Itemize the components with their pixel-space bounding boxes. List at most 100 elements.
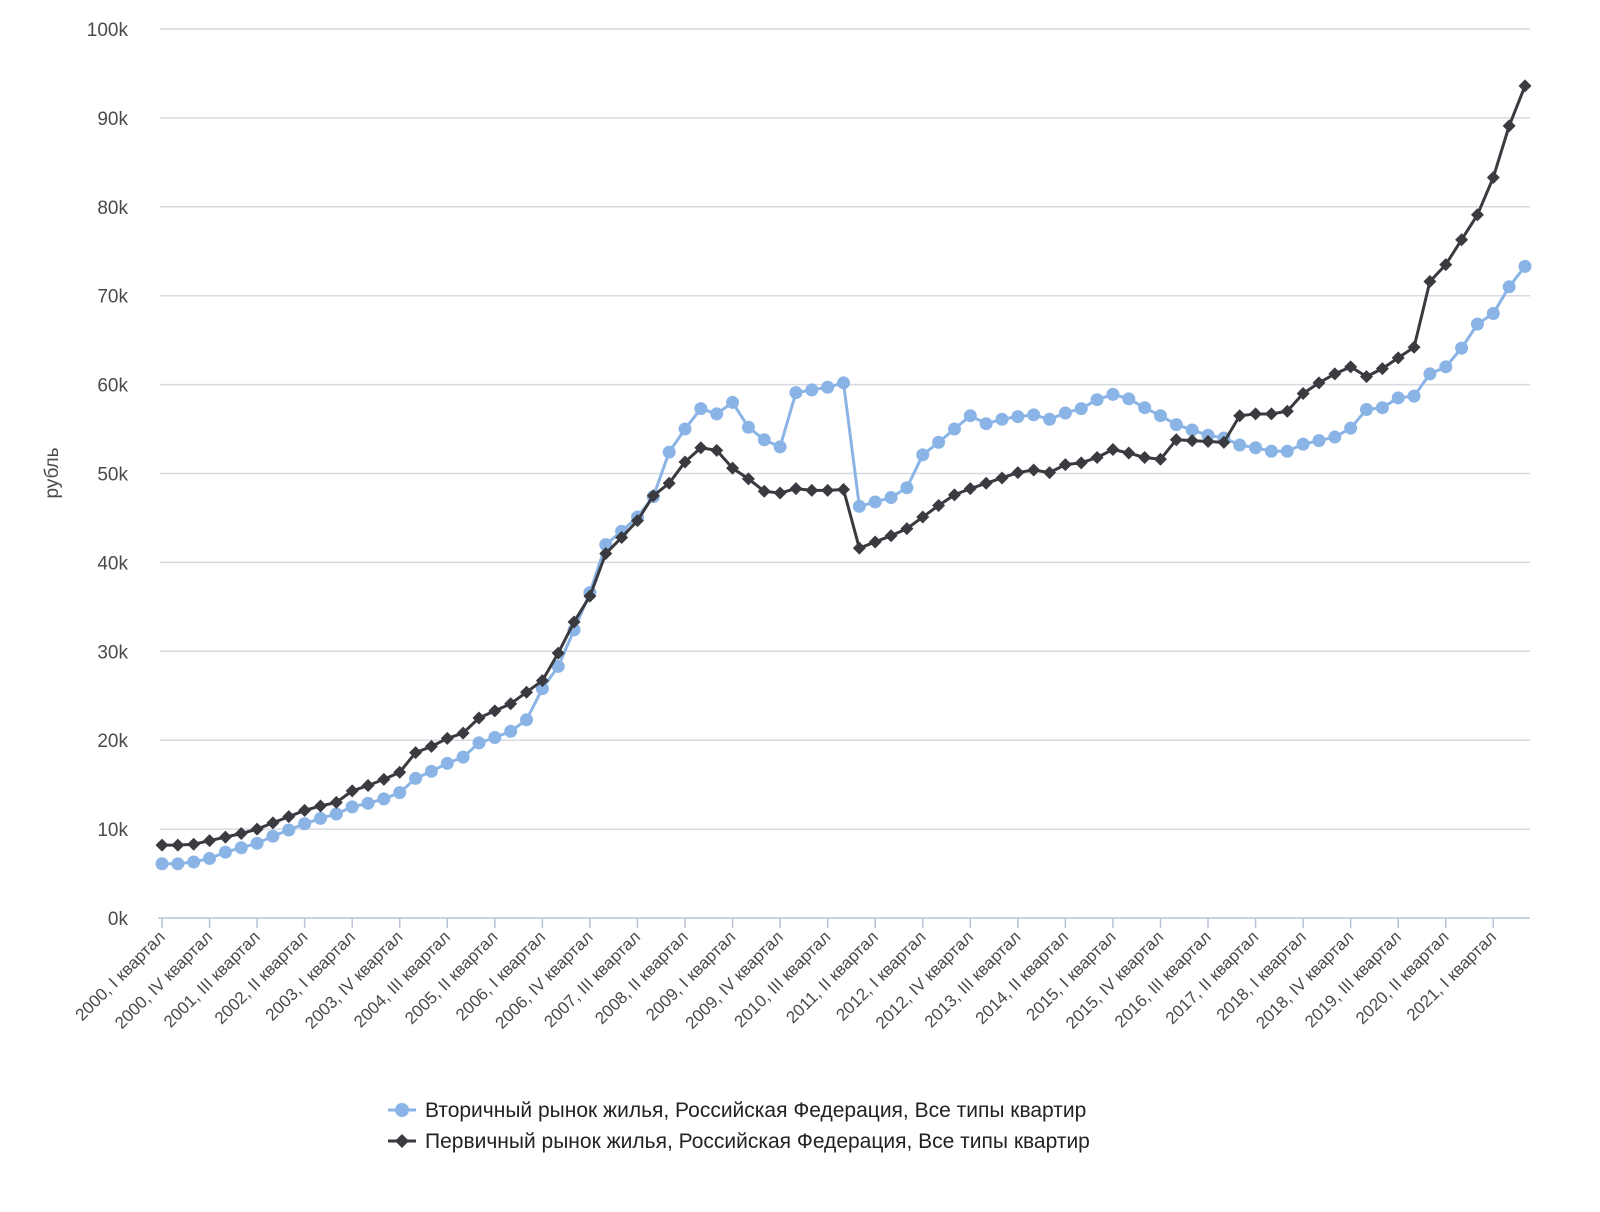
data-point <box>504 724 518 738</box>
data-point <box>1043 412 1057 426</box>
data-point <box>1391 351 1405 365</box>
legend-item: Первичный рынок жилья, Российская Федера… <box>388 1130 1090 1153</box>
data-point <box>599 538 613 552</box>
data-point <box>852 541 866 555</box>
grid-lines <box>160 28 1530 830</box>
data-point <box>313 799 327 813</box>
data-point <box>282 823 296 837</box>
data-point <box>1249 441 1263 455</box>
data-point <box>741 472 755 486</box>
data-point <box>694 402 708 416</box>
data-point <box>1138 450 1152 464</box>
data-point <box>1027 463 1041 477</box>
y-tick-label: 90k <box>97 109 128 130</box>
data-point <box>409 746 423 760</box>
data-point <box>741 420 755 434</box>
data-point <box>837 376 850 390</box>
data-point <box>1502 280 1516 294</box>
y-axis-title: рубль <box>42 447 63 498</box>
data-point <box>900 522 914 536</box>
data-point <box>773 486 787 500</box>
data-point <box>250 836 264 850</box>
data-point <box>757 484 771 498</box>
data-point <box>1264 444 1278 458</box>
data-point <box>1201 434 1215 448</box>
y-tick-label: 0k <box>108 909 129 930</box>
data-point <box>1312 376 1326 390</box>
data-point <box>1106 387 1120 401</box>
data-point <box>218 845 232 859</box>
data-point <box>171 838 185 852</box>
data-point <box>488 704 502 718</box>
data-point <box>203 834 217 848</box>
data-point <box>440 756 454 770</box>
data-point <box>979 476 993 490</box>
data-point <box>1391 391 1405 405</box>
data-point <box>1455 341 1469 355</box>
data-point <box>361 796 375 810</box>
data-point <box>1296 437 1310 451</box>
y-tick-label: 40k <box>97 553 128 574</box>
data-point <box>234 827 248 841</box>
data-point <box>1027 408 1041 422</box>
data-point <box>203 851 217 865</box>
data-point <box>520 685 534 699</box>
data-point <box>535 682 549 696</box>
data-point <box>1185 434 1199 448</box>
data-point <box>329 795 343 809</box>
data-point <box>773 440 787 454</box>
data-point <box>805 483 819 497</box>
data-point <box>1328 367 1342 381</box>
data-point <box>424 764 438 778</box>
data-point <box>932 499 946 513</box>
data-point <box>1153 452 1167 466</box>
data-point <box>218 830 232 844</box>
data-point <box>1360 370 1374 384</box>
data-point <box>916 448 930 462</box>
data-point <box>1011 410 1025 424</box>
data-point <box>1249 407 1263 421</box>
data-point <box>266 829 280 843</box>
series-line <box>162 85 1527 847</box>
data-point <box>1518 79 1532 93</box>
data-point <box>710 443 724 457</box>
data-point <box>1090 450 1104 464</box>
data-point <box>963 409 977 423</box>
data-point <box>1185 423 1199 437</box>
data-point <box>234 841 248 855</box>
data-point <box>187 855 201 869</box>
data-point <box>1312 434 1326 448</box>
data-point <box>821 380 835 394</box>
data-point <box>1455 233 1469 247</box>
data-point <box>1043 466 1057 480</box>
data-point <box>504 697 518 711</box>
data-point <box>551 646 565 660</box>
data-point <box>1328 430 1342 444</box>
data-point <box>1217 435 1231 449</box>
data-point <box>1486 170 1500 184</box>
data-point <box>440 731 454 745</box>
data-point <box>1074 456 1088 470</box>
data-point <box>583 589 597 603</box>
data-point <box>567 615 581 629</box>
data-point <box>266 816 280 830</box>
data-point <box>520 713 534 727</box>
data-point <box>995 471 1009 485</box>
y-tick-label: 80k <box>97 198 128 219</box>
data-point <box>488 731 502 745</box>
data-point <box>345 784 359 798</box>
data-point <box>187 837 201 851</box>
y-tick-label: 70k <box>97 287 128 308</box>
data-point <box>171 857 185 871</box>
data-point <box>1233 409 1247 423</box>
data-point <box>1296 386 1310 400</box>
data-point <box>1423 367 1437 381</box>
data-point <box>1502 119 1516 133</box>
data-point <box>1058 458 1072 472</box>
data-point <box>1011 466 1025 480</box>
series-line <box>162 265 1527 866</box>
data-point <box>456 750 470 764</box>
data-point <box>456 726 470 740</box>
series-group <box>155 79 1532 871</box>
data-point <box>868 495 882 509</box>
